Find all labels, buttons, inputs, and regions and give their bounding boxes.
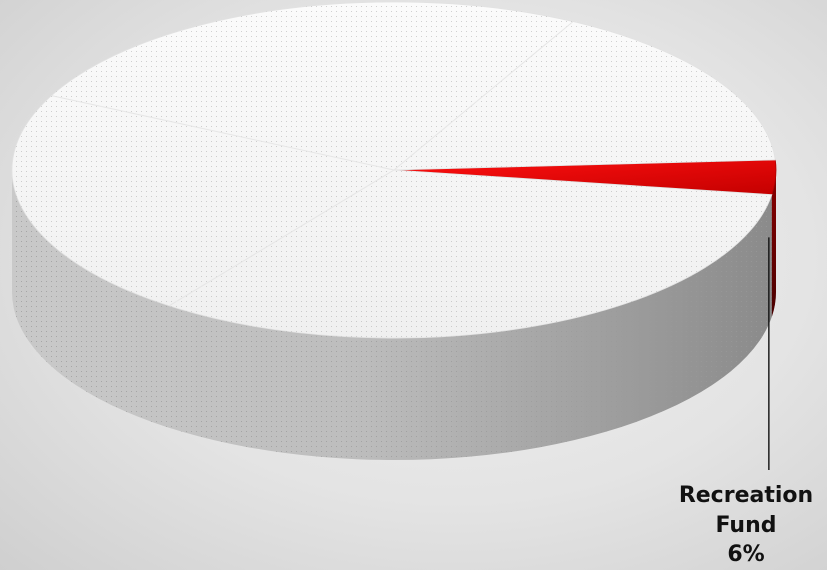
pie-divider: [51, 95, 395, 171]
slice-label-line: Recreation: [679, 483, 813, 508]
pie-divider: [168, 169, 395, 307]
pie-slice-recreation-fund-side: [771, 170, 776, 317]
pie-divider: [393, 21, 574, 171]
slice-label-line: Fund: [715, 513, 776, 538]
slice-label-line: 6%: [727, 542, 764, 567]
